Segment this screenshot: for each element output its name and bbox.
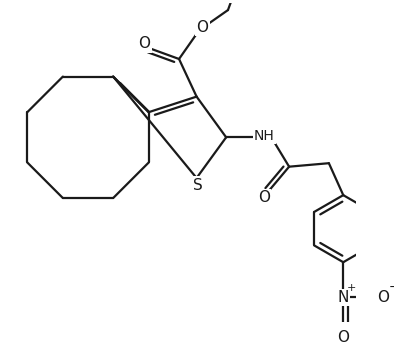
Text: NH: NH [254,129,275,143]
Text: O: O [196,20,208,34]
Text: +: + [347,283,356,293]
Text: O: O [337,330,349,345]
Text: S: S [193,178,202,193]
Text: N: N [338,290,349,305]
Text: O: O [258,190,270,205]
Text: −: − [389,281,394,294]
Text: O: O [138,36,151,51]
Text: O: O [377,290,389,305]
